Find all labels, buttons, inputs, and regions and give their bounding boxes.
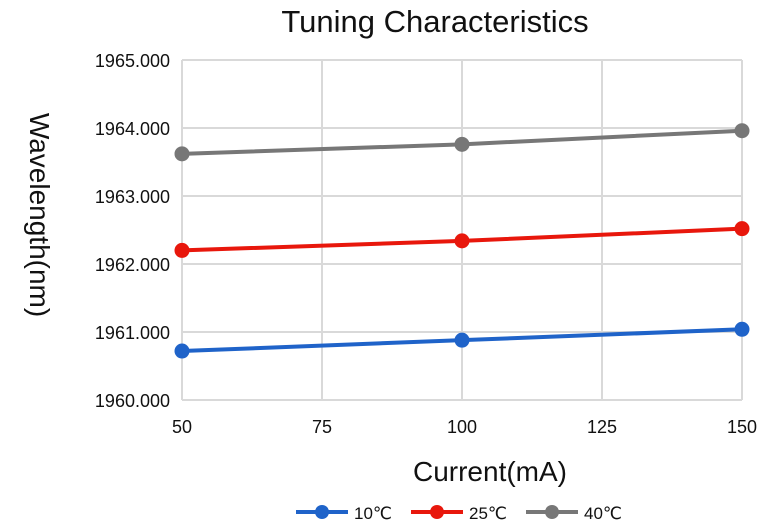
y-axis-ticks: 1960.000 1961.000 1962.000 1963.000 1964.000… xyxy=(95,51,170,411)
legend-marker xyxy=(315,505,329,519)
data-point xyxy=(454,332,470,348)
series-2 xyxy=(174,123,750,162)
y-tick-label: 1964.000 xyxy=(95,119,170,139)
series-lines xyxy=(174,123,750,359)
grid xyxy=(181,59,743,401)
x-axis-ticks: 50 75 100 125 150 xyxy=(172,417,757,437)
chart-title: Tuning Characteristics xyxy=(281,4,588,39)
x-tick-label: 100 xyxy=(447,417,477,437)
y-tick-label: 1963.000 xyxy=(95,187,170,207)
y-axis-label: Wavelength(nm) xyxy=(24,113,55,317)
legend-marker xyxy=(430,505,444,519)
x-axis-label: Current(mA) xyxy=(413,456,567,487)
legend-label: 10℃ xyxy=(354,504,392,523)
x-tick-label: 50 xyxy=(172,417,192,437)
data-point xyxy=(174,242,190,258)
data-point xyxy=(734,221,750,237)
legend-label: 40℃ xyxy=(584,504,622,523)
data-point xyxy=(174,343,190,359)
legend-item-2: 40℃ xyxy=(526,504,622,523)
data-point xyxy=(174,146,190,162)
legend-label: 25℃ xyxy=(469,504,507,523)
series-1 xyxy=(174,221,750,258)
data-point xyxy=(734,123,750,139)
legend-marker xyxy=(545,505,559,519)
legend-item-0: 10℃ xyxy=(296,504,392,523)
y-tick-label: 1965.000 xyxy=(95,51,170,71)
data-point xyxy=(454,233,470,249)
y-tick-label: 1962.000 xyxy=(95,255,170,275)
x-tick-label: 125 xyxy=(587,417,617,437)
data-point xyxy=(734,321,750,337)
y-tick-label: 1961.000 xyxy=(95,323,170,343)
data-point xyxy=(454,136,470,152)
legend: 10℃ 25℃ 40℃ xyxy=(296,504,622,523)
series-0 xyxy=(174,321,750,359)
x-tick-label: 75 xyxy=(312,417,332,437)
y-tick-label: 1960.000 xyxy=(95,391,170,411)
legend-item-1: 25℃ xyxy=(411,504,507,523)
x-tick-label: 150 xyxy=(727,417,757,437)
